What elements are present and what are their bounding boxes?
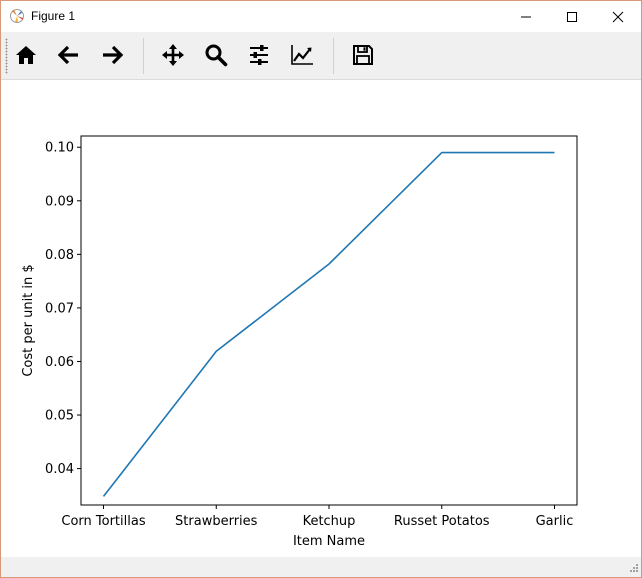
maximize-icon xyxy=(567,12,577,22)
toolbar-separator xyxy=(333,38,334,74)
move-icon xyxy=(162,44,184,66)
forward-button[interactable] xyxy=(97,40,127,70)
axes-frame xyxy=(80,135,578,506)
edit-axis-button[interactable] xyxy=(287,40,317,70)
y-tick-label: 0.10 xyxy=(45,141,74,156)
matplotlib-icon xyxy=(10,9,24,23)
close-button[interactable] xyxy=(595,1,641,32)
sliders-icon xyxy=(250,45,268,65)
y-tick-label: 0.08 xyxy=(45,248,74,263)
x-tick-label: Garlic xyxy=(536,514,574,529)
x-tick-label: Corn Tortillas xyxy=(61,514,145,529)
plot-area: 0.04 0.05 0.06 0.07 0.08 0.09 0.10 Corn Tortill… xyxy=(21,135,578,549)
floppy-disk-icon xyxy=(353,45,373,65)
toolbar-grip[interactable] xyxy=(5,38,8,74)
back-button[interactable] xyxy=(54,40,84,70)
subplots-button[interactable] xyxy=(244,40,274,70)
x-tick-label: Strawberries xyxy=(175,514,258,529)
pan-button[interactable] xyxy=(158,40,188,70)
x-axis-label: Item Name xyxy=(293,534,365,549)
close-icon xyxy=(612,11,624,23)
chart-line-icon xyxy=(291,45,313,65)
title-bar[interactable]: Figure 1 xyxy=(1,1,641,32)
y-tick-label: 0.07 xyxy=(45,301,74,316)
home-button[interactable] xyxy=(11,40,41,70)
size-grip-icon[interactable] xyxy=(627,563,639,575)
y-tick-label: 0.04 xyxy=(45,462,74,477)
window-title: Figure 1 xyxy=(31,9,76,23)
y-axis-label: Cost per unit in $ xyxy=(21,264,36,376)
x-tick-label: Russet Potatos xyxy=(394,514,490,529)
magnifier-icon xyxy=(205,44,228,67)
figure-canvas[interactable]: 0.04 0.05 0.06 0.07 0.08 0.09 0.10 Corn Tortill… xyxy=(1,80,641,557)
arrow-right-icon xyxy=(103,45,124,65)
arrow-left-icon xyxy=(57,45,78,65)
zoom-button[interactable] xyxy=(201,40,231,70)
navigation-toolbar xyxy=(1,32,641,80)
y-tick-label: 0.09 xyxy=(45,194,74,209)
toolbar-separator xyxy=(143,38,144,74)
home-icon xyxy=(16,46,36,64)
status-bar xyxy=(1,557,641,577)
x-tick-label: Ketchup xyxy=(303,514,356,529)
minimize-button[interactable] xyxy=(503,1,549,32)
y-tick-label: 0.06 xyxy=(45,355,74,370)
save-button[interactable] xyxy=(348,40,378,70)
maximize-button[interactable] xyxy=(549,1,595,32)
y-tick-label: 0.05 xyxy=(45,409,74,424)
minimize-icon xyxy=(521,16,531,18)
